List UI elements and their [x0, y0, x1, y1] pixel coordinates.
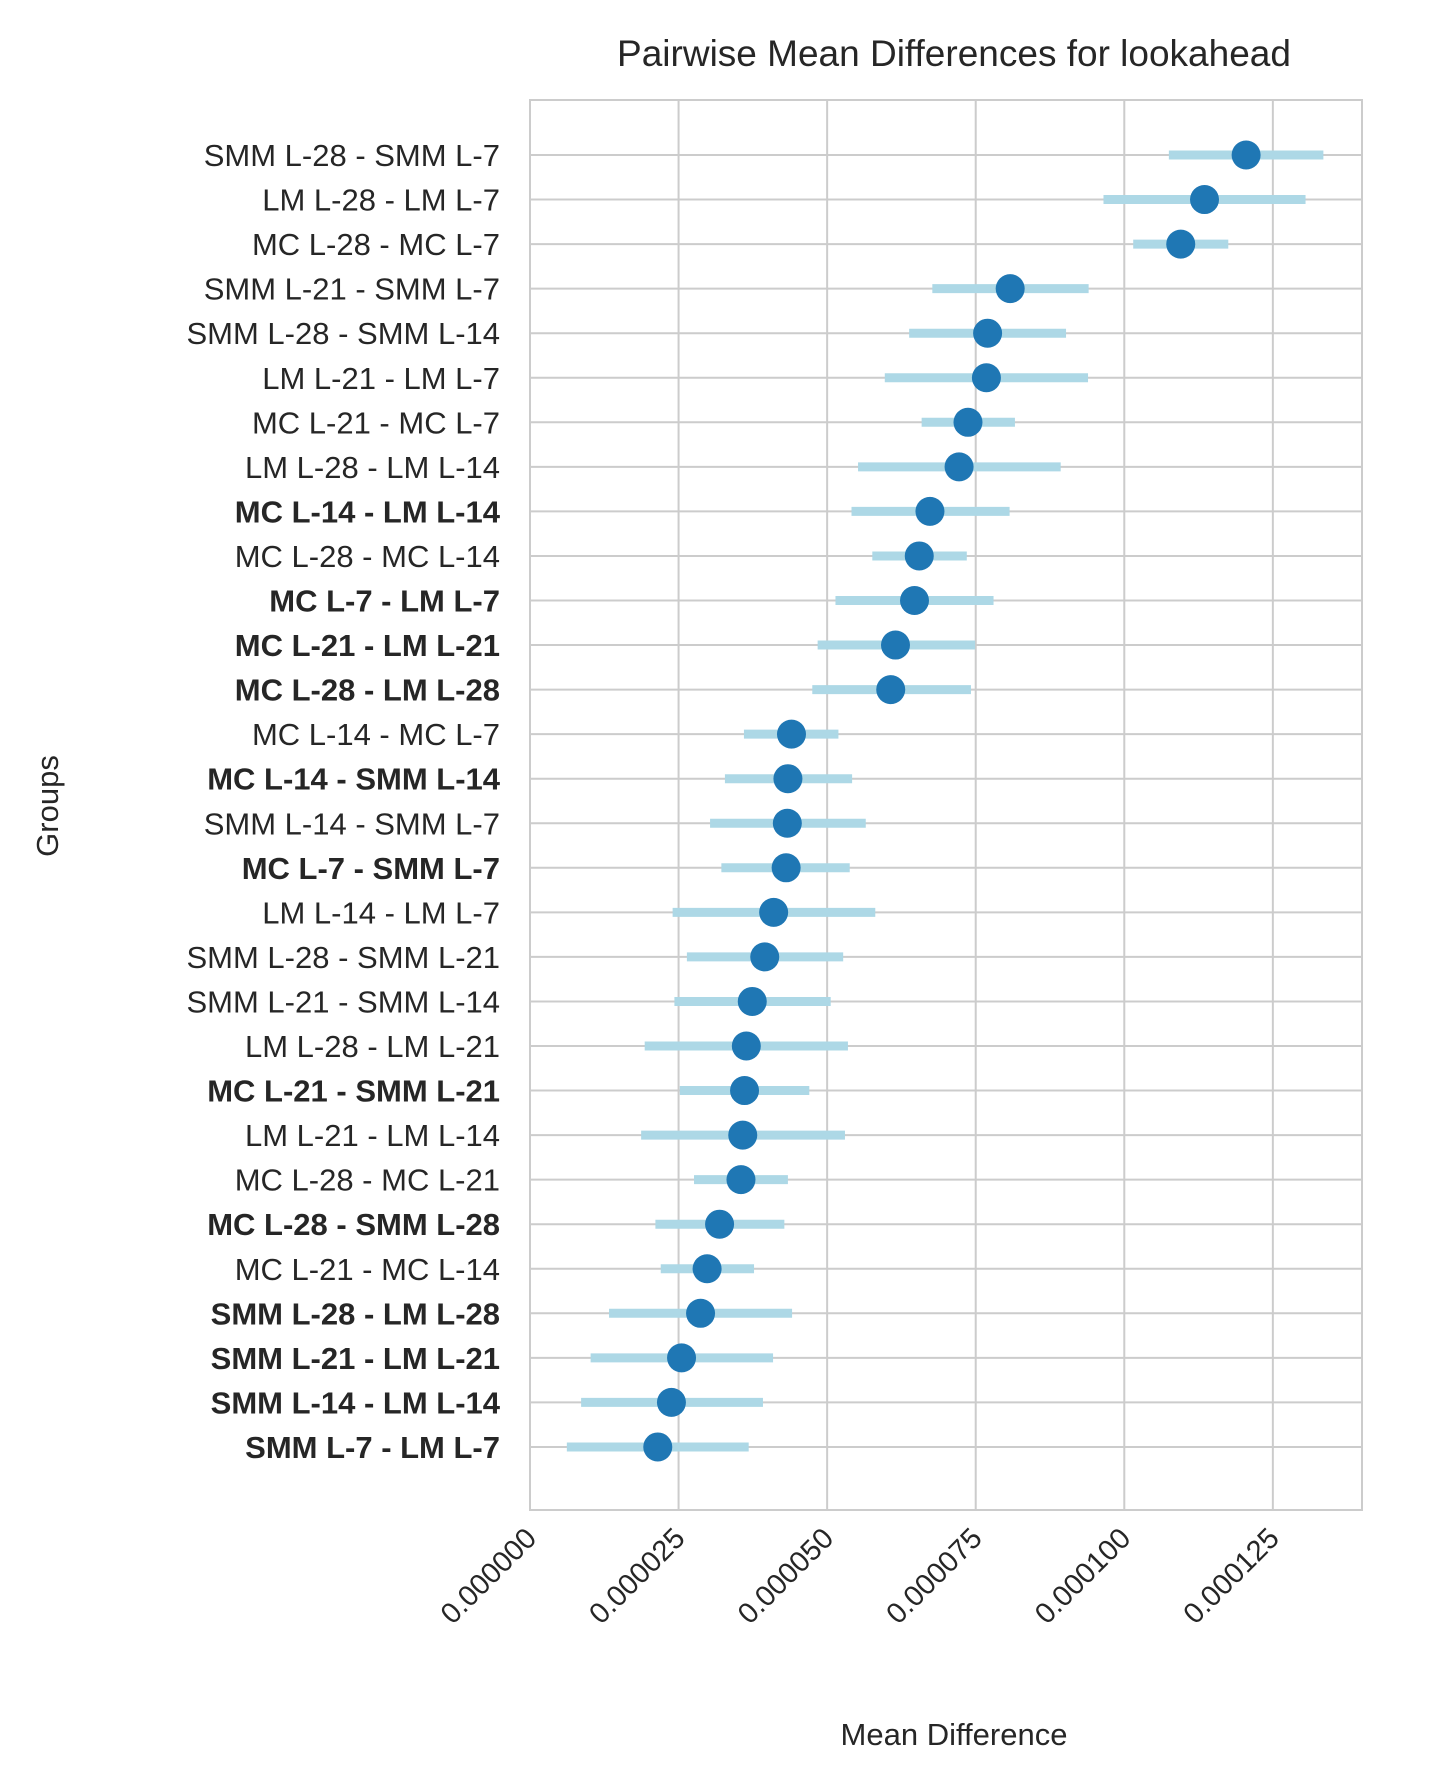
- chart-title: Pairwise Mean Differences for lookahead: [617, 33, 1291, 74]
- y-tick-label: SMM L-21 - LM L-21: [211, 1341, 500, 1376]
- y-tick-label: MC L-14 - MC L-7: [252, 717, 500, 752]
- mean-point: [728, 1120, 758, 1150]
- mean-point: [973, 318, 1003, 348]
- mean-point: [750, 942, 780, 972]
- y-tick-label: MC L-21 - MC L-7: [252, 405, 500, 440]
- y-tick-label: SMM L-28 - SMM L-7: [204, 138, 500, 173]
- y-tick-labels: SMM L-28 - SMM L-7 LM L-28 - LM L-7 MC L-2…: [186, 138, 500, 1465]
- mean-point: [953, 407, 983, 437]
- y-tick-label: SMM L-21 - SMM L-7: [204, 272, 500, 307]
- y-tick-label: LM L-21 - LM L-7: [262, 361, 500, 396]
- mean-markers: [643, 140, 1261, 1462]
- mean-point: [686, 1298, 716, 1328]
- y-tick-label: MC L-28 - MC L-7: [252, 227, 500, 262]
- y-tick-label: LM L-21 - LM L-14: [245, 1118, 500, 1153]
- mean-point: [876, 675, 906, 705]
- y-tick-label: MC L-21 - SMM L-21: [207, 1074, 500, 1109]
- mean-point: [776, 719, 806, 749]
- mean-point: [880, 630, 910, 660]
- mean-point: [643, 1432, 673, 1462]
- y-tick-label: SMM L-28 - SMM L-21: [186, 940, 500, 975]
- mean-point: [944, 452, 974, 482]
- y-tick-label: LM L-28 - LM L-14: [245, 450, 500, 485]
- y-tick-label: MC L-14 - SMM L-14: [207, 762, 501, 797]
- mean-point: [730, 1076, 760, 1106]
- mean-point: [1190, 185, 1220, 215]
- y-tick-label: SMM L-28 - SMM L-14: [186, 316, 500, 351]
- mean-point: [726, 1165, 756, 1195]
- mean-point: [771, 853, 801, 883]
- y-tick-label: MC L-28 - SMM L-28: [207, 1207, 500, 1242]
- y-tick-label: MC L-14 - LM L-14: [235, 494, 501, 529]
- y-tick-label: LM L-28 - LM L-7: [262, 183, 500, 218]
- mean-point: [995, 274, 1025, 304]
- mean-point: [900, 586, 930, 615]
- y-tick-label: MC L-28 - MC L-14: [235, 539, 500, 574]
- mean-point: [731, 1031, 761, 1061]
- y-tick-label: MC L-7 - SMM L-7: [242, 851, 500, 886]
- mean-point: [737, 986, 767, 1016]
- plot-frame: [529, 99, 1363, 1511]
- mean-point: [759, 897, 789, 927]
- y-tick-label: SMM L-14 - SMM L-7: [204, 806, 500, 841]
- x-axis-label: Mean Difference: [841, 1717, 1068, 1752]
- y-axis-label: Groups: [30, 755, 65, 857]
- y-tick-label: SMM L-28 - LM L-28: [211, 1296, 500, 1331]
- y-tick-label: MC L-28 - LM L-28: [235, 673, 500, 708]
- mean-point: [1166, 229, 1196, 259]
- mean-point: [773, 764, 803, 794]
- mean-point: [772, 808, 802, 838]
- mean-point: [705, 1209, 735, 1239]
- mean-point: [656, 1387, 686, 1417]
- y-tick-label: LM L-28 - LM L-21: [245, 1029, 500, 1064]
- mean-point: [692, 1254, 722, 1284]
- y-tick-label: MC L-28 - MC L-21: [235, 1163, 500, 1198]
- mean-point: [971, 363, 1001, 393]
- mean-point: [904, 541, 934, 571]
- y-tick-label: MC L-21 - LM L-21: [235, 628, 500, 663]
- mean-point: [915, 496, 945, 526]
- y-tick-label: SMM L-7 - LM L-7: [245, 1430, 500, 1465]
- mean-point: [1231, 140, 1261, 170]
- y-tick-label: LM L-14 - LM L-7: [262, 895, 500, 930]
- mean-point: [667, 1343, 697, 1373]
- y-tick-label: SMM L-14 - LM L-14: [211, 1385, 501, 1420]
- y-tick-label: SMM L-21 - SMM L-14: [186, 984, 500, 1019]
- y-tick-label: MC L-7 - LM L-7: [269, 584, 500, 619]
- y-tick-label: MC L-21 - MC L-14: [235, 1252, 500, 1287]
